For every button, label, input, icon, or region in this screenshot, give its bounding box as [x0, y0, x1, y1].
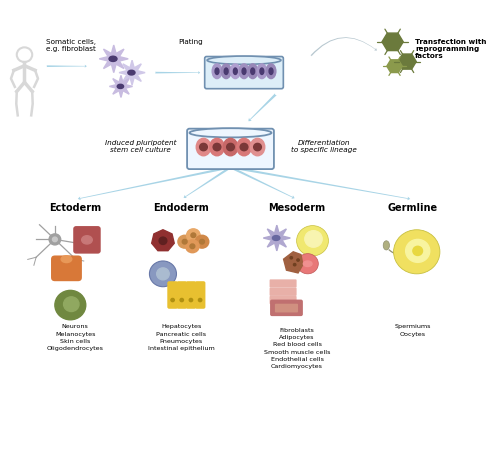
Polygon shape [152, 230, 174, 251]
Circle shape [240, 143, 248, 151]
Circle shape [157, 268, 169, 280]
Circle shape [290, 257, 293, 259]
Circle shape [180, 299, 184, 302]
Ellipse shape [224, 68, 228, 74]
Circle shape [171, 299, 175, 302]
FancyBboxPatch shape [73, 226, 101, 253]
Circle shape [200, 239, 204, 244]
Ellipse shape [266, 64, 276, 79]
Polygon shape [99, 45, 128, 73]
Circle shape [200, 143, 207, 151]
Ellipse shape [128, 70, 135, 75]
Ellipse shape [196, 138, 211, 156]
FancyBboxPatch shape [275, 304, 298, 312]
Circle shape [187, 229, 200, 242]
Ellipse shape [242, 68, 246, 74]
Circle shape [195, 235, 209, 248]
Polygon shape [110, 75, 133, 98]
Text: Spermiums
Oocytes: Spermiums Oocytes [395, 325, 431, 337]
Text: Fibroblasts
Adipocytes
Red blood cells
Smooth muscle cells
Endothelial cells
Car: Fibroblasts Adipocytes Red blood cells S… [264, 328, 330, 369]
FancyBboxPatch shape [270, 299, 303, 316]
Polygon shape [263, 225, 290, 251]
Ellipse shape [61, 256, 72, 263]
Text: Hepatocytes
Pancreatic cells
Pneumocytes
Intestinal epithelium: Hepatocytes Pancreatic cells Pneumocytes… [148, 325, 215, 351]
Ellipse shape [248, 64, 258, 79]
Polygon shape [119, 60, 145, 85]
Polygon shape [284, 252, 303, 273]
Circle shape [63, 297, 79, 312]
Circle shape [305, 231, 322, 247]
FancyBboxPatch shape [186, 281, 196, 309]
Ellipse shape [303, 261, 312, 266]
Circle shape [159, 237, 167, 245]
Circle shape [182, 239, 187, 244]
Circle shape [297, 253, 318, 274]
FancyBboxPatch shape [177, 281, 187, 309]
Ellipse shape [215, 68, 219, 74]
Ellipse shape [230, 64, 240, 79]
Circle shape [213, 143, 221, 151]
Ellipse shape [207, 56, 281, 64]
Text: Somatic cells,
e.g. fibroblast: Somatic cells, e.g. fibroblast [46, 39, 96, 52]
Circle shape [186, 240, 199, 252]
Text: Plating: Plating [179, 39, 203, 45]
FancyBboxPatch shape [270, 279, 297, 288]
Circle shape [55, 290, 86, 320]
Ellipse shape [210, 138, 224, 156]
Ellipse shape [81, 236, 92, 244]
Text: Differentiation
to specific lineage: Differentiation to specific lineage [291, 140, 357, 153]
FancyBboxPatch shape [187, 129, 274, 169]
Ellipse shape [221, 64, 231, 79]
Ellipse shape [109, 56, 117, 61]
Circle shape [190, 244, 195, 249]
Circle shape [254, 143, 262, 151]
Ellipse shape [239, 64, 249, 79]
Circle shape [413, 246, 423, 255]
FancyBboxPatch shape [167, 281, 178, 309]
Ellipse shape [273, 236, 280, 240]
Text: Germline: Germline [388, 203, 438, 213]
Polygon shape [387, 60, 402, 73]
Circle shape [189, 299, 193, 302]
Circle shape [191, 233, 196, 238]
Text: Induced pluripotent
stem cell culture: Induced pluripotent stem cell culture [105, 140, 176, 153]
Circle shape [52, 237, 57, 242]
Circle shape [149, 261, 177, 287]
Ellipse shape [260, 68, 264, 74]
Ellipse shape [269, 68, 273, 74]
Ellipse shape [251, 68, 255, 74]
FancyBboxPatch shape [205, 57, 283, 89]
Circle shape [293, 264, 296, 266]
Text: Mesoderm: Mesoderm [269, 203, 325, 213]
FancyBboxPatch shape [51, 255, 82, 281]
Circle shape [297, 226, 328, 256]
Ellipse shape [383, 241, 389, 250]
Circle shape [297, 259, 299, 261]
Circle shape [405, 239, 430, 262]
Circle shape [393, 230, 440, 274]
FancyBboxPatch shape [270, 288, 297, 296]
Ellipse shape [212, 64, 222, 79]
Text: Ectoderm: Ectoderm [49, 203, 101, 213]
Circle shape [198, 299, 202, 302]
Polygon shape [398, 54, 416, 69]
Ellipse shape [237, 138, 252, 156]
Circle shape [178, 235, 192, 248]
Text: Endoderm: Endoderm [153, 203, 209, 213]
FancyBboxPatch shape [195, 281, 205, 309]
Ellipse shape [250, 138, 265, 156]
Ellipse shape [257, 64, 267, 79]
Ellipse shape [233, 68, 237, 74]
Ellipse shape [190, 128, 272, 137]
Circle shape [49, 234, 61, 245]
Polygon shape [382, 33, 403, 51]
FancyBboxPatch shape [270, 296, 297, 304]
Ellipse shape [223, 138, 238, 156]
Circle shape [227, 143, 234, 151]
Ellipse shape [117, 84, 124, 88]
Text: Transfection with
reprogramming
factors: Transfection with reprogramming factors [415, 39, 487, 59]
Text: Neurons
Melanocytes
Skin cells
Oligodendrocytes: Neurons Melanocytes Skin cells Oligodend… [47, 325, 104, 351]
